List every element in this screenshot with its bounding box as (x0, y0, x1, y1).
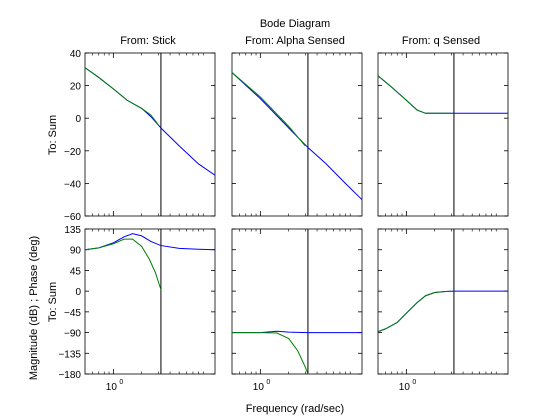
row-label-magnitude: To: Sum (47, 115, 59, 155)
panel-magnitude-col3 (377, 52, 509, 217)
y-tick-label: −180 (58, 370, 81, 381)
y-tick-label: −40 (64, 179, 81, 190)
x-tick-exponent: 0 (119, 379, 123, 386)
panel-magnitude-col1: 40 20 0 −20 −40 −60 (64, 49, 216, 223)
y-tick-label: 0 (75, 114, 81, 125)
x-tick-exponent: 0 (412, 379, 416, 386)
y-tick-label: 20 (70, 82, 82, 93)
series-line-green (378, 75, 452, 114)
column-title-alpha-sensed: From: Alpha Sensed (245, 35, 345, 47)
y-tick-label: −135 (58, 349, 81, 360)
panel-frame (231, 228, 363, 375)
panel-frame (84, 52, 216, 217)
y-tick-label: −60 (64, 212, 81, 223)
series-line-green (378, 290, 452, 333)
chart-title: Bode Diagram (260, 18, 330, 30)
x-tick-label: 10 (106, 382, 118, 393)
panel-magnitude-col2 (231, 52, 363, 217)
xlabel: Frequency (rad/sec) (246, 403, 344, 415)
series-line-blue (85, 233, 215, 251)
y-tick-label: 40 (70, 49, 82, 60)
series-line-blue (232, 72, 362, 201)
y-tick-label: −90 (64, 329, 81, 340)
column-title-stick: From: Stick (120, 35, 176, 47)
y-tick-label: 90 (70, 246, 82, 257)
y-tick-label: 45 (70, 266, 82, 277)
panel-phase-col2: 10 0 (231, 228, 363, 393)
row-label-phase: To: Sum (47, 282, 59, 322)
panel-frame (84, 228, 216, 375)
series-line-green (85, 67, 159, 126)
y-tick-label: −20 (64, 147, 81, 158)
x-tick-label: 10 (253, 382, 265, 393)
x-tick-label: 10 (399, 382, 411, 393)
y-tick-label: 0 (75, 287, 81, 298)
panel-frame (377, 228, 509, 375)
y-tick-label: 135 (64, 225, 81, 236)
series-line-green (232, 332, 309, 374)
y-tick-label: −45 (64, 308, 81, 319)
series-line-green (232, 72, 306, 147)
panel-phase-col3: 10 0 (377, 228, 509, 393)
column-title-q-sensed: From: q Sensed (402, 35, 480, 47)
panel-frame (377, 52, 509, 217)
ylabel: Magnitude (dB) ; Phase (deg) (28, 236, 40, 380)
x-tick-exponent: 0 (266, 379, 270, 386)
panel-frame (231, 52, 363, 217)
series-line-green (85, 238, 162, 290)
